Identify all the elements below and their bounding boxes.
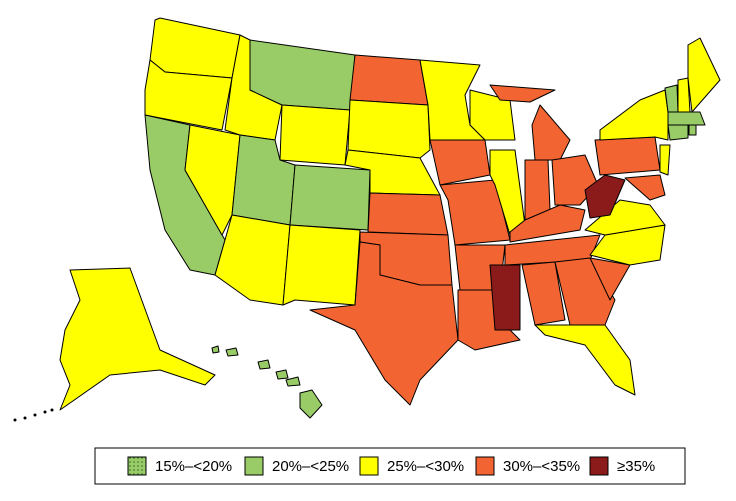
state xyxy=(149,17,241,79)
legend-swatch xyxy=(475,456,495,476)
state xyxy=(279,104,351,166)
state xyxy=(214,214,291,306)
state xyxy=(257,359,271,370)
state xyxy=(59,267,216,411)
state xyxy=(659,144,671,176)
state xyxy=(589,224,666,266)
state xyxy=(184,124,241,236)
island xyxy=(13,418,17,422)
state xyxy=(367,192,449,236)
legend-label: 30%–<35% xyxy=(503,458,580,475)
state xyxy=(521,261,566,326)
island xyxy=(43,410,47,414)
legend-label: 20%–<25% xyxy=(272,458,349,475)
state xyxy=(624,174,666,201)
legend-swatch xyxy=(589,456,609,476)
island xyxy=(23,416,27,420)
state xyxy=(289,164,371,231)
state xyxy=(309,241,459,406)
island xyxy=(50,408,54,412)
legend-label: 25%–<30% xyxy=(387,458,464,475)
state xyxy=(687,37,721,113)
state xyxy=(211,345,220,354)
state xyxy=(667,111,706,126)
legend-swatch xyxy=(244,456,264,476)
state xyxy=(285,376,301,387)
state xyxy=(349,54,429,106)
state xyxy=(439,179,511,246)
state xyxy=(589,257,631,301)
state xyxy=(299,389,323,419)
legend-swatch-pattern xyxy=(127,456,147,476)
legend: 15%–<20% 20%–<25% 25%–<30% 30%–<35% ≥35% xyxy=(127,456,655,476)
state xyxy=(275,369,289,380)
state xyxy=(594,136,661,176)
legend-label: ≥35% xyxy=(617,458,655,475)
state xyxy=(489,264,521,331)
legend-label: 15%–<20% xyxy=(155,458,232,475)
legend-box xyxy=(94,447,686,485)
state xyxy=(429,139,491,186)
us-map xyxy=(13,17,721,422)
state xyxy=(347,99,431,159)
state xyxy=(688,124,697,136)
state xyxy=(531,104,571,161)
state xyxy=(667,124,689,141)
legend-swatch xyxy=(359,456,379,476)
state xyxy=(225,347,239,357)
state xyxy=(509,204,586,243)
island xyxy=(33,413,37,417)
state xyxy=(599,89,669,141)
state xyxy=(584,174,626,219)
state xyxy=(554,257,616,326)
state xyxy=(489,84,556,103)
state xyxy=(534,324,636,396)
state xyxy=(144,59,233,131)
state xyxy=(282,224,361,306)
